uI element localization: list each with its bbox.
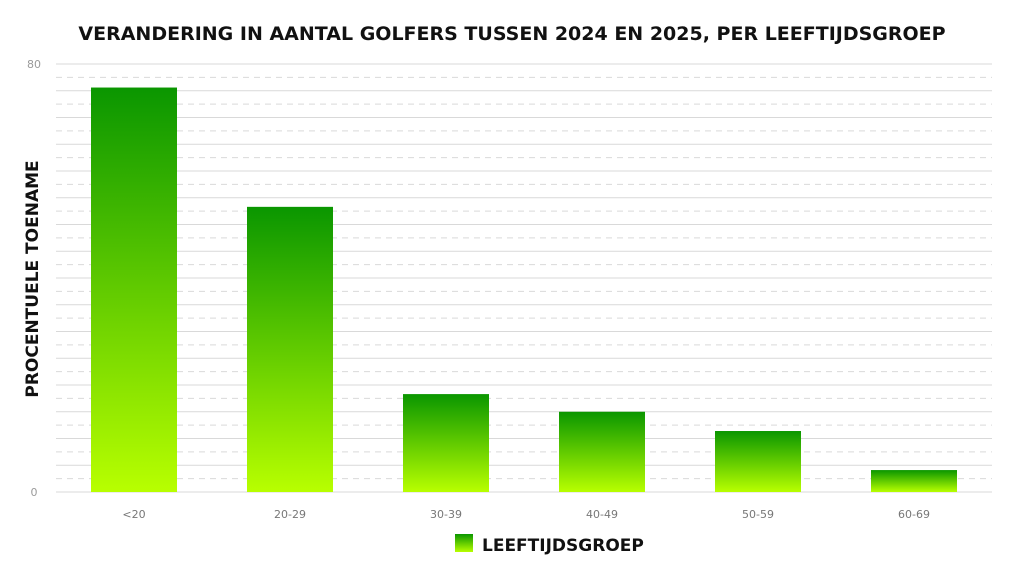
bar-5 xyxy=(715,431,801,492)
x-tick-label: 30-39 xyxy=(430,508,462,521)
legend-label: LEEFTIJDSGROEP xyxy=(482,536,644,556)
legend: LEEFTIJDSGROEP xyxy=(455,534,644,556)
legend-swatch xyxy=(455,534,473,552)
x-tick-label: 50-59 xyxy=(742,508,774,521)
x-tick-label: 40-49 xyxy=(586,508,618,521)
x-axis-ticks: <20 20-29 30-39 40-49 50-59 60-69 xyxy=(122,508,930,521)
chart-title: VERANDERING IN AANTAL GOLFERS TUSSEN 202… xyxy=(78,23,945,45)
bar-2 xyxy=(247,206,333,492)
y-tick-label: 80 xyxy=(27,58,41,71)
bar-6 xyxy=(871,470,957,492)
bar-3 xyxy=(403,394,489,492)
y-axis-label: PROCENTUELE TOENAME xyxy=(23,160,43,397)
gridlines xyxy=(56,63,992,493)
y-tick-label: 0 xyxy=(31,486,38,499)
y-axis-ticks: 0 80 xyxy=(27,58,41,499)
bars xyxy=(91,87,957,492)
x-tick-label: 60-69 xyxy=(898,508,930,521)
bar-4 xyxy=(559,411,645,492)
bar-1 xyxy=(91,87,177,492)
x-tick-label: <20 xyxy=(122,508,145,521)
x-tick-label: 20-29 xyxy=(274,508,306,521)
